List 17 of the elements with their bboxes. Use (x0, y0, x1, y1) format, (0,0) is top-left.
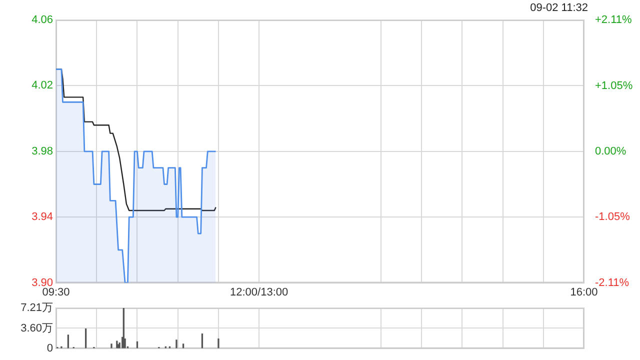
y-tick-label: 3.60万 (20, 322, 53, 334)
y2-tick-label: +1.05% (595, 80, 633, 92)
text: 09-02 11:32 (530, 2, 588, 14)
y-tick-label: 0 (46, 342, 53, 354)
y-tick-label: 4.06 (32, 14, 53, 26)
y-tick-label: 3.98 (32, 145, 53, 158)
y2-tick-label: -2.11% (595, 276, 630, 289)
y-tick-label: 7.21万 (20, 302, 53, 314)
x-tick-label: 09:30 (42, 286, 70, 298)
y-tick-label: 3.94 (32, 211, 53, 224)
y2-tick-label: -1.05% (595, 210, 630, 223)
y2-tick-label: +2.11% (595, 14, 632, 26)
y-tick-label: 4.02 (32, 80, 53, 92)
x-tick-label: 12:00/13:00 (230, 286, 288, 298)
y-tick-label: 3.90 (32, 276, 53, 289)
x-tick-label: 16:00 (570, 286, 598, 298)
y2-tick-label: 0.00% (595, 145, 626, 158)
